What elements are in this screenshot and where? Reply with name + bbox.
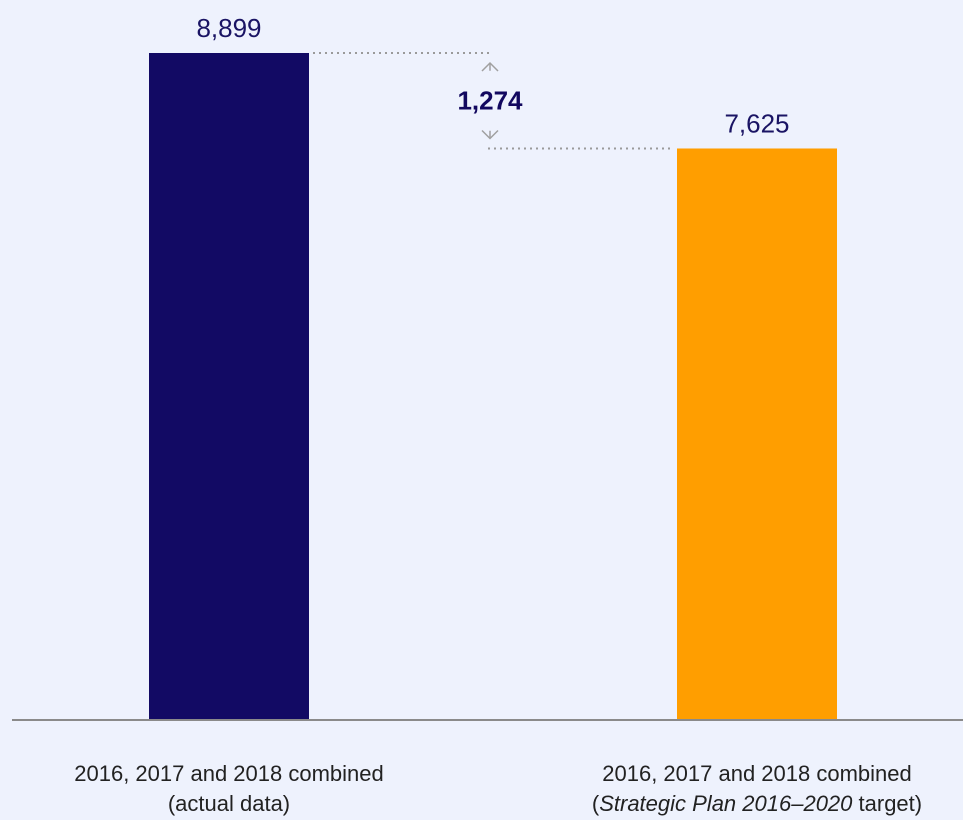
arrow-down-icon <box>481 129 499 140</box>
category-label-strategic-plan-target-line2: (Strategic Plan 2016–2020 target) <box>592 791 922 816</box>
difference-label: 1,274 <box>457 86 523 116</box>
bar-actual-data <box>149 53 309 720</box>
category-label-actual-data-line2: (actual data) <box>168 791 290 816</box>
category-label-strategic-plan-target-line1: 2016, 2017 and 2018 combined <box>602 761 911 786</box>
value-label-actual-data: 8,899 <box>196 13 261 43</box>
value-label-strategic-plan-target: 7,625 <box>724 108 789 138</box>
bar-strategic-plan-target <box>677 148 837 721</box>
arrow-up-icon <box>481 61 499 72</box>
category-label-actual-data-line1: 2016, 2017 and 2018 combined <box>74 761 383 786</box>
